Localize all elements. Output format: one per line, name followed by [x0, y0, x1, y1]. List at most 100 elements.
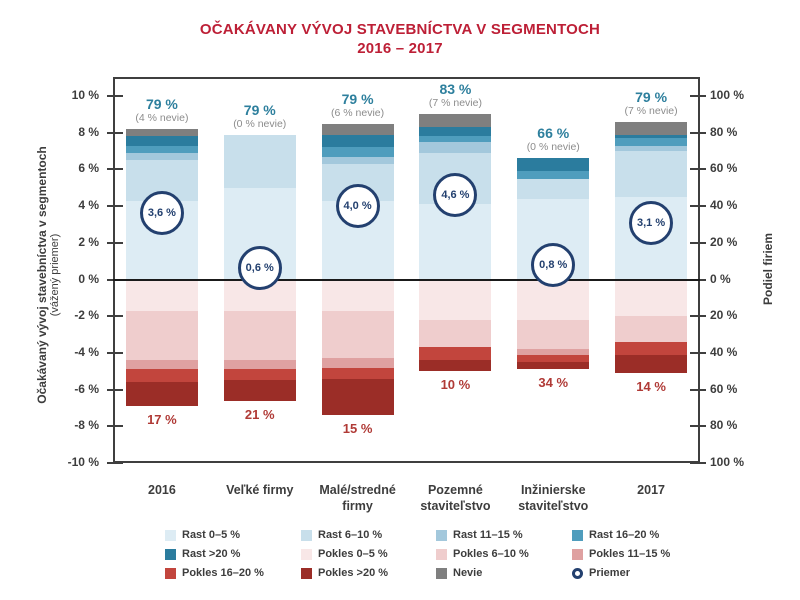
left-axis-tick-label: 4 % — [78, 198, 99, 213]
priemer-circle: 4,6 % — [433, 173, 478, 218]
nevie-note-label: (0 % nevie) — [526, 141, 580, 154]
bar-segment-rast-16-20 — [125, 145, 198, 153]
legend-color-swatch — [572, 548, 583, 560]
legend-item: Rast >20 % — [165, 548, 240, 560]
left-axis-tick — [107, 168, 123, 171]
chart-title-line2: 2016 – 2017 — [357, 40, 443, 57]
legend-item: Rast 11–15 % — [436, 529, 523, 541]
bar-segment-pokles-11-15 — [125, 360, 198, 370]
share-label: 79 % — [635, 88, 668, 105]
right-axis-tick — [690, 168, 706, 171]
left-axis-tick — [107, 315, 123, 318]
bar-segment-rast-6-10 — [615, 151, 688, 197]
legend-item: Pokles >20 % — [301, 567, 388, 579]
left-axis-tick-label: -10 % — [67, 455, 99, 469]
pokles-share-label: 14 % — [636, 379, 666, 395]
bar-segment-rast-16-20 — [321, 147, 394, 157]
right-axis-tick-label: 100 % — [710, 455, 745, 469]
left-axis-tick — [107, 95, 123, 97]
bar-segment-pokles-6-10 — [517, 319, 590, 350]
bar-segment-pokles-gt20 — [419, 360, 492, 372]
legend-color-swatch — [165, 529, 176, 541]
nevie-note-label: (6 % nevie) — [331, 106, 385, 119]
priemer-circle: 3,1 % — [629, 200, 674, 245]
bar-segment-pokles-6-10 — [419, 319, 492, 348]
right-axis-tick-label: 40 % — [710, 344, 738, 359]
share-label: 66 % — [537, 125, 570, 142]
legend-color-swatch — [572, 529, 583, 541]
right-axis-title-text: Podiel firiem — [761, 232, 775, 306]
bar-segment-nevie — [615, 121, 688, 135]
bar-segment-rast-gt20 — [615, 134, 688, 139]
legend-item: Rast 6–10 % — [301, 529, 382, 541]
nevie-note-label: (7 % nevie) — [428, 97, 482, 110]
category-label-line: Pozemné — [427, 483, 483, 497]
priemer-circle: 0,6 % — [237, 246, 282, 291]
bar-segment-nevie — [321, 123, 394, 135]
legend-label: Priemer — [589, 567, 630, 579]
bar-segment-pokles-gt20 — [321, 378, 394, 416]
legend-item: Nevie — [436, 567, 482, 579]
legend-label: Rast 6–10 % — [318, 529, 383, 541]
right-axis-tick-label: 80 % — [710, 418, 738, 433]
share-label: 83 % — [439, 81, 472, 98]
left-axis-tick-label: 10 % — [71, 88, 99, 102]
zero-axis-line — [113, 278, 700, 281]
bar-segment-pokles-16-20 — [321, 367, 394, 379]
bar-segment-rast-gt20 — [419, 127, 492, 137]
bar-segment-nevie — [419, 114, 492, 128]
bar-segment-nevie — [125, 129, 198, 137]
legend-label: Rast 11–15 % — [453, 529, 523, 541]
legend-item: Pokles 11–15 % — [572, 548, 670, 560]
bar-segment-pokles-11-15 — [517, 349, 590, 355]
bar-segment-pokles-16-20 — [517, 354, 590, 363]
legend-item: Pokles 16–20 % — [165, 567, 264, 579]
legend-color-swatch — [165, 567, 176, 579]
right-axis-tick-label: 60 % — [710, 161, 738, 176]
nevie-note-label: (7 % nevie) — [624, 104, 678, 117]
category-label: 2017 — [591, 482, 711, 498]
bar-segment-pokles-11-15 — [321, 358, 394, 368]
category-label-line: Inžinierske — [520, 483, 586, 497]
legend-item: Pokles 0–5 % — [301, 548, 388, 560]
legend-item: Pokles 6–10 % — [436, 548, 529, 560]
bar-segment-pokles-gt20 — [615, 354, 688, 374]
left-axis-tick — [107, 131, 123, 134]
left-axis-tick — [107, 241, 123, 244]
left-axis-tick — [107, 205, 123, 208]
right-axis-tick — [690, 388, 706, 391]
pokles-share-label: 15 % — [342, 421, 373, 437]
bar-segment-rast-6-10 — [517, 178, 590, 199]
bar-segment-pokles-0-5 — [125, 279, 198, 311]
right-axis-tick-label: 0 % — [710, 271, 731, 286]
legend-color-swatch — [436, 529, 447, 541]
legend-circle-swatch — [572, 567, 583, 579]
legend-color-swatch — [165, 548, 176, 560]
left-axis-tick — [107, 351, 123, 354]
bar-segment-pokles-6-10 — [223, 310, 296, 361]
nevie-note-label: (0 % nevie) — [233, 117, 287, 130]
bar-segment-pokles-16-20 — [615, 341, 688, 355]
bar-segment-rast-6-10 — [223, 134, 296, 188]
left-axis-title-text: Očakávaný vývoj stavebníctva v segmentoc… — [35, 146, 49, 404]
bar-segment-pokles-16-20 — [419, 347, 492, 361]
bar-segment-pokles-gt20 — [223, 380, 296, 401]
left-axis-tick-label: 2 % — [78, 234, 99, 249]
bar-segment-rast-gt20 — [517, 158, 590, 172]
legend-color-swatch — [436, 567, 447, 579]
category-label-line: firmy — [342, 499, 373, 513]
bar-segment-pokles-0-5 — [615, 279, 688, 317]
pokles-share-label: 10 % — [440, 377, 471, 393]
priemer-circle: 0,8 % — [531, 242, 576, 287]
right-axis-tick-label: 20 % — [710, 308, 738, 323]
pokles-share-label: 34 % — [538, 375, 569, 391]
left-axis-tick — [107, 462, 123, 464]
legend-label: Pokles 6–10 % — [453, 548, 529, 560]
right-axis-tick — [690, 425, 706, 428]
legend-color-swatch — [301, 567, 312, 579]
category-label: Malé/stredné firmy — [298, 482, 418, 514]
left-axis-tick-label: 8 % — [78, 124, 99, 139]
legend-label: Pokles 0–5 % — [318, 548, 388, 560]
right-axis-tick-label: 60 % — [710, 381, 738, 396]
left-axis-tick-label: -4 % — [74, 344, 99, 359]
